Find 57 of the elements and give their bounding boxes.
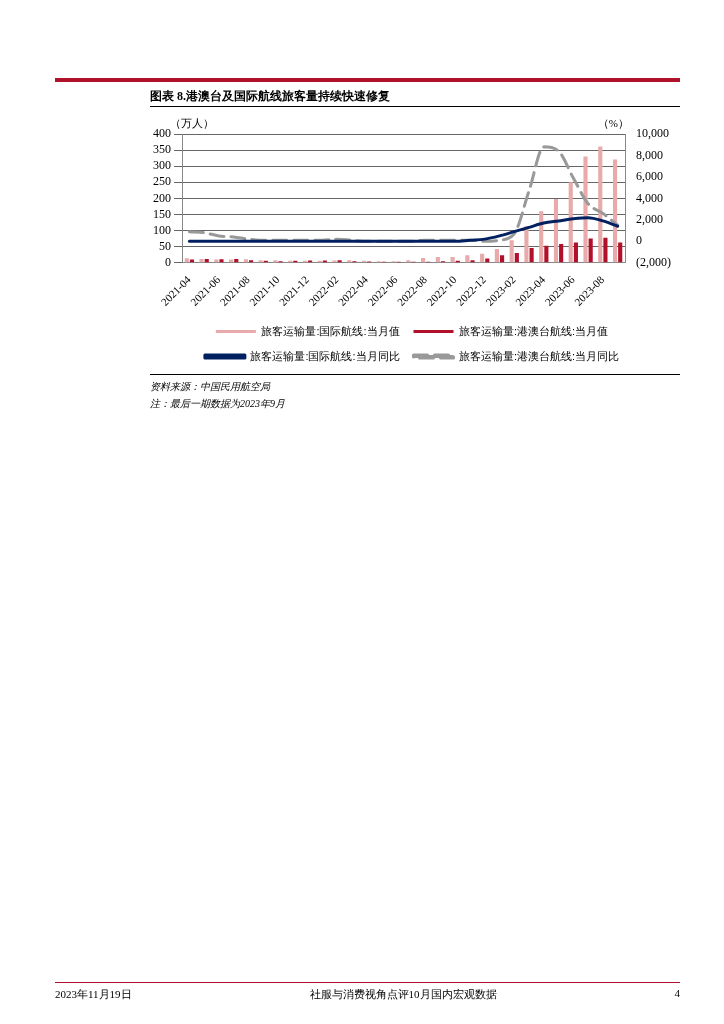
y2-tick-label: 0 (636, 233, 643, 248)
bar (514, 253, 519, 263)
text: 资料来源：中国民用航空局 (150, 380, 272, 394)
y2-tick-label: 4,000 (636, 190, 664, 205)
text: 社服与消费视角点评10月国内宏观数据 (309, 987, 497, 1002)
bar (573, 242, 578, 263)
y-tick-label: 300 (153, 158, 171, 173)
bar (480, 253, 485, 263)
bar (612, 159, 618, 263)
bar (450, 256, 455, 263)
line-series (187, 145, 620, 243)
y-axis-title: （万人） (170, 117, 214, 130)
y2-tick-label: 2,000 (636, 211, 664, 226)
y-tick-label: 200 (153, 190, 171, 205)
legend-label: 旅客运输量:港澳台航线:当月值 (459, 324, 609, 337)
bar (184, 258, 189, 263)
y-tick-label: 0 (165, 254, 171, 269)
text: 4 (674, 987, 680, 1001)
bar (588, 238, 593, 263)
bar (529, 247, 534, 263)
y-tick-label: 250 (153, 174, 171, 189)
bar (618, 242, 623, 263)
bar (568, 182, 573, 263)
y-tick-label: 100 (153, 222, 171, 237)
y2-tick-label: 6,000 (636, 169, 664, 184)
bar (524, 226, 529, 263)
bar (539, 211, 544, 263)
bar (219, 259, 224, 263)
bar (583, 156, 588, 263)
bar (553, 199, 559, 263)
y-tick-label: 50 (159, 238, 171, 253)
y-tick-label: 350 (153, 142, 171, 157)
bar (243, 259, 248, 263)
line-series (187, 216, 620, 243)
bar (435, 256, 440, 263)
bar (509, 240, 514, 263)
bar (465, 255, 470, 263)
text: 注：最后一期数据为2023年9月 (150, 397, 286, 411)
chart-title: 图表 8.港澳台及国际航线旅客量持续快速修复 (150, 88, 390, 105)
bar (559, 244, 564, 263)
legend-label: 旅客运输量:港澳台航线:当月同比 (459, 349, 620, 362)
y-tick-label: 400 (153, 126, 171, 141)
y2-tick-label: (2,000) (636, 254, 672, 269)
legend-label: 旅客运输量:国际航线:当月值 (261, 324, 400, 337)
bar (500, 255, 505, 263)
bar (199, 258, 204, 263)
bar (603, 237, 608, 263)
y2-tick-label: 8,000 (636, 147, 664, 162)
bar (544, 245, 549, 263)
bar (494, 248, 499, 263)
legend-label: 旅客运输量:国际航线:当月同比 (250, 349, 400, 362)
y2-axis-title: （%） (597, 117, 630, 130)
bar (470, 260, 475, 263)
y2-tick-label: 10,000 (636, 126, 670, 141)
text: 2023年11月19日 (55, 987, 132, 1002)
bar (598, 146, 603, 263)
y-tick-label: 150 (153, 206, 171, 221)
